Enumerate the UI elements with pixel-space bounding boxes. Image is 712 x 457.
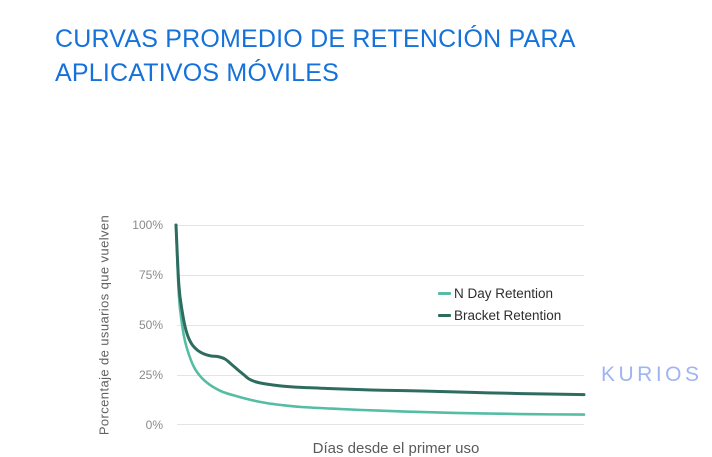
legend: N Day Retention Bracket Retention xyxy=(438,282,561,326)
series-line-1 xyxy=(174,223,586,397)
y-tick-75: 75% xyxy=(138,268,163,282)
legend-item-bracket: Bracket Retention xyxy=(438,304,561,326)
y-tick-100: 100% xyxy=(132,218,163,232)
legend-label-bracket: Bracket Retention xyxy=(454,307,562,323)
kurios-logo: KURIOS xyxy=(601,363,703,386)
legend-swatch-n-day-icon xyxy=(438,291,451,295)
y-axis-title: Porcentaje de usuarios que vuelven xyxy=(96,214,112,436)
x-axis-title: Días desde el primer uso xyxy=(312,440,480,457)
legend-item-n-day: N Day Retention xyxy=(438,282,561,304)
legend-swatch-bracket-icon xyxy=(438,313,451,317)
y-tick-25: 25% xyxy=(138,368,163,382)
y-tick-0: 0% xyxy=(145,418,163,432)
slide-title: CURVAS PROMEDIO DE RETENCIÓN PARA APLICA… xyxy=(55,25,575,87)
y-tick-50: 50% xyxy=(138,318,163,332)
retention-chart: Porcentaje de usuarios que vuelven 100% … xyxy=(0,100,712,457)
legend-label-n-day: N Day Retention xyxy=(454,285,554,301)
